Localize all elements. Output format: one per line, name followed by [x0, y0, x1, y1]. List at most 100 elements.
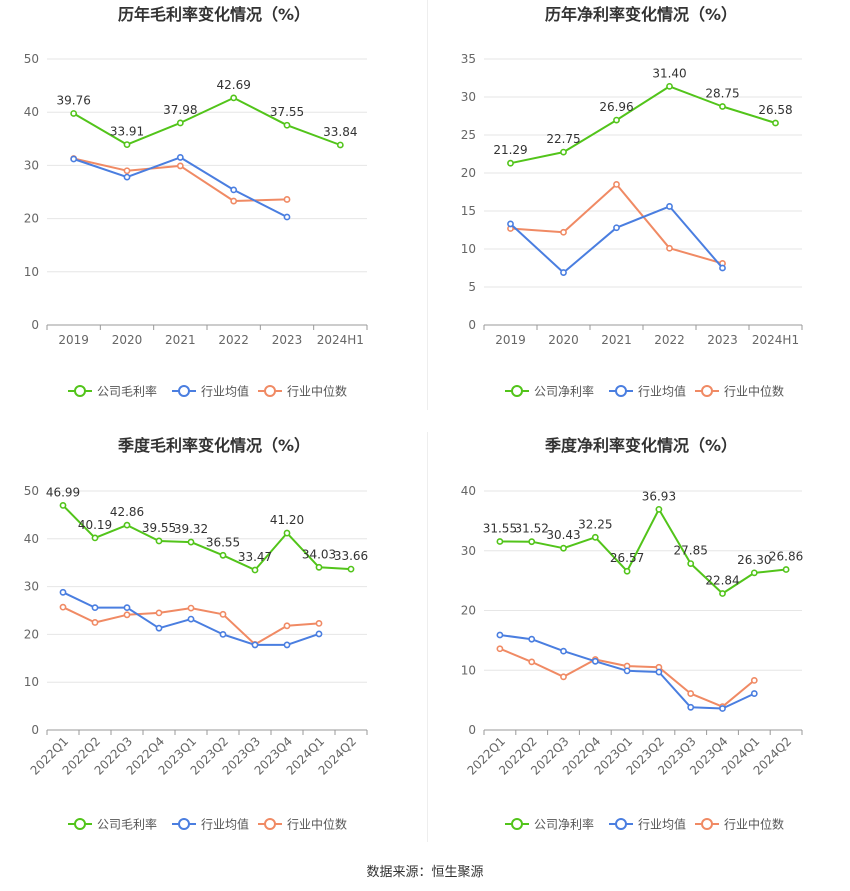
point-industry-avg — [59, 588, 67, 596]
point-company — [750, 569, 758, 577]
source-note: 数据来源：恒生聚源 — [366, 865, 484, 880]
x-tick-label: 2024H1 — [752, 333, 799, 347]
point-industry-avg — [123, 173, 131, 181]
y-tick-label: 10 — [24, 675, 39, 689]
chart-title: 历年净利率变化情况（%） — [545, 5, 737, 24]
point-company — [315, 563, 323, 571]
legend-swatch-marker — [74, 385, 86, 397]
y-tick-label: 10 — [461, 663, 476, 677]
point-industry-median — [496, 645, 504, 653]
point-company — [283, 529, 291, 537]
point-company — [613, 116, 620, 124]
point-industry-median — [528, 658, 536, 666]
y-tick-label: 30 — [461, 90, 476, 104]
y-tick-label: 0 — [468, 723, 476, 737]
legend-label: 公司净利率 — [534, 817, 594, 832]
point-industry-median — [123, 611, 131, 619]
point-industry-median — [155, 609, 163, 617]
data-label: 31.52 — [515, 522, 549, 536]
data-label: 37.55 — [270, 105, 304, 119]
legend-item: 行业均值 — [172, 817, 249, 832]
point-industry-avg — [591, 657, 599, 665]
data-label: 39.55 — [142, 521, 176, 535]
x-tick-label: 2024H1 — [317, 333, 364, 347]
x-tick-label: 2022 — [654, 333, 685, 347]
data-label: 42.86 — [110, 505, 144, 519]
point-industry-avg — [315, 630, 323, 638]
point-company — [528, 538, 536, 546]
data-label: 30.43 — [546, 528, 580, 542]
data-label: 31.55 — [483, 521, 517, 535]
data-label: 36.93 — [642, 489, 676, 503]
point-industry-avg — [91, 604, 99, 612]
legend-swatch-marker — [615, 818, 627, 830]
y-tick-label: 20 — [24, 627, 39, 641]
point-industry-avg — [219, 631, 227, 638]
point-company — [347, 565, 355, 573]
y-tick-label: 5 — [468, 280, 476, 294]
x-tick-label: 2022 — [218, 333, 249, 347]
legend-swatch-marker — [74, 818, 86, 830]
legend-item: 行业均值 — [609, 384, 686, 399]
y-tick-label: 50 — [24, 484, 39, 498]
legend-label: 行业均值 — [201, 384, 249, 399]
legend-swatch-marker — [511, 818, 523, 830]
point-company — [230, 94, 238, 102]
point-industry-avg — [496, 631, 504, 639]
legend-item: 行业中位数 — [258, 817, 347, 832]
y-tick-label: 0 — [31, 723, 39, 737]
point-company — [123, 141, 131, 148]
data-label: 41.20 — [270, 513, 304, 527]
legend-swatch-marker — [178, 385, 190, 397]
point-industry-median — [560, 228, 567, 236]
y-tick-label: 40 — [24, 105, 39, 119]
point-industry-median — [123, 167, 131, 175]
data-label: 26.96 — [599, 100, 633, 114]
legend-label: 行业中位数 — [287, 817, 347, 832]
point-industry-avg — [230, 186, 238, 194]
point-industry-avg — [560, 647, 567, 655]
legend-item: 行业均值 — [172, 384, 249, 399]
point-company — [91, 534, 99, 542]
data-label: 33.84 — [323, 125, 357, 139]
legend-label: 行业均值 — [638, 817, 686, 832]
data-label: 39.32 — [174, 522, 208, 536]
point-industry-avg — [750, 690, 758, 697]
data-label: 32.25 — [578, 517, 612, 531]
point-industry-median — [613, 180, 620, 188]
data-label: 40.19 — [78, 518, 112, 532]
x-tick-label: 2021 — [165, 333, 196, 347]
point-industry-avg — [283, 213, 291, 221]
point-company — [155, 537, 163, 545]
point-company — [336, 141, 344, 149]
point-company — [560, 148, 567, 156]
point-company — [59, 501, 67, 509]
chart-panel: 历年毛利率变化情况（%） 0 10 20 30 40 50 2019 2020 2021 2022 2… — [24, 5, 368, 399]
chart-title: 历年毛利率变化情况（%） — [118, 5, 310, 24]
legend-label: 公司毛利率 — [97, 817, 157, 832]
point-company — [719, 590, 726, 597]
series-line-company — [510, 85, 776, 165]
point-company — [772, 119, 779, 127]
y-tick-label: 35 — [461, 52, 476, 66]
y-tick-label: 25 — [461, 128, 476, 142]
point-industry-avg — [155, 624, 163, 632]
point-industry-avg — [528, 635, 536, 643]
point-industry-median — [91, 619, 99, 626]
legend-item: 公司毛利率 — [68, 817, 157, 832]
series-line-industry-avg — [509, 205, 724, 274]
legend-swatch-marker — [511, 385, 523, 397]
point-company — [719, 103, 726, 110]
data-label: 37.98 — [163, 103, 197, 117]
chart-panel: 历年净利率变化情况（%） 0 5 10 15 20 25 30 35 2019 2020 2021 20… — [461, 5, 803, 399]
legend-swatch-marker — [264, 385, 276, 397]
legend-item: 公司净利率 — [505, 384, 594, 399]
point-industry-median — [59, 603, 67, 611]
legend-label: 行业均值 — [638, 384, 686, 399]
y-tick-label: 40 — [24, 532, 39, 546]
legend-item: 行业中位数 — [695, 384, 784, 399]
point-company — [123, 521, 131, 529]
data-label: 21.29 — [493, 143, 527, 157]
point-industry-avg — [283, 641, 291, 649]
